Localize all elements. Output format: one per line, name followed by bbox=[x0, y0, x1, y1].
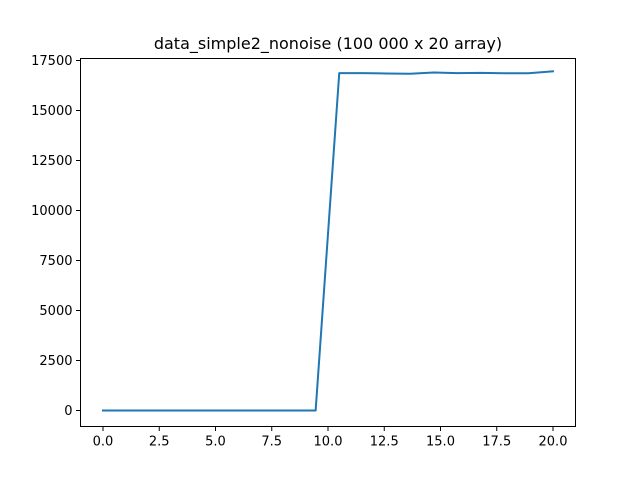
x-tick-label: 20.0 bbox=[539, 435, 568, 450]
y-tick-label: 2500 bbox=[39, 354, 72, 369]
x-tick-label: 15.0 bbox=[426, 435, 455, 450]
y-axis: 0 2500 5000 7500 10000 12500 15000 17500 bbox=[31, 54, 81, 419]
x-tick-label: 2.5 bbox=[149, 435, 170, 450]
x-tick-label: 5.0 bbox=[205, 435, 226, 450]
y-tick-label: 0 bbox=[64, 404, 72, 419]
x-tick-label: 17.5 bbox=[482, 435, 511, 450]
x-tick-label: 7.5 bbox=[261, 435, 282, 450]
y-tick-label: 10000 bbox=[31, 204, 72, 219]
x-axis: 0.0 2.5 5.0 7.5 10.0 12.5 15.0 17.5 20.0 bbox=[93, 426, 568, 450]
y-tick-label: 15000 bbox=[31, 104, 72, 119]
y-tick-label: 5000 bbox=[39, 304, 72, 319]
y-tick-label: 17500 bbox=[31, 54, 72, 69]
x-tick-label: 10.0 bbox=[314, 435, 343, 450]
series-line bbox=[102, 70, 555, 412]
y-tick-label: 7500 bbox=[39, 254, 72, 269]
x-tick-label: 0.0 bbox=[93, 435, 114, 450]
x-tick-label: 12.5 bbox=[370, 435, 399, 450]
y-tick-label: 12500 bbox=[31, 154, 72, 169]
chart-title: data_simple2_nonoise (100 000 x 20 array… bbox=[154, 34, 502, 54]
series-layer bbox=[102, 70, 555, 412]
